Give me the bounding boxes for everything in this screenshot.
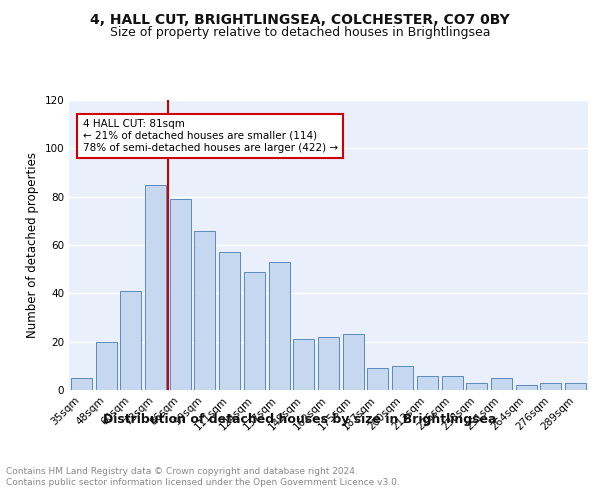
Bar — [170, 199, 191, 390]
Text: 4 HALL CUT: 81sqm
← 21% of detached houses are smaller (114)
78% of semi-detache: 4 HALL CUT: 81sqm ← 21% of detached hous… — [83, 120, 338, 152]
Bar — [95, 342, 116, 390]
Bar — [417, 376, 438, 390]
Bar — [120, 291, 141, 390]
Bar — [343, 334, 364, 390]
Bar — [71, 378, 92, 390]
Text: 4, HALL CUT, BRIGHTLINGSEA, COLCHESTER, CO7 0BY: 4, HALL CUT, BRIGHTLINGSEA, COLCHESTER, … — [90, 12, 510, 26]
Text: Contains HM Land Registry data © Crown copyright and database right 2024.
Contai: Contains HM Land Registry data © Crown c… — [6, 468, 400, 487]
Bar — [442, 376, 463, 390]
Bar — [219, 252, 240, 390]
Bar — [244, 272, 265, 390]
Bar — [565, 383, 586, 390]
Text: Size of property relative to detached houses in Brightlingsea: Size of property relative to detached ho… — [110, 26, 490, 39]
Bar — [392, 366, 413, 390]
Bar — [491, 378, 512, 390]
Bar — [194, 230, 215, 390]
Bar — [318, 337, 339, 390]
Bar — [516, 385, 537, 390]
Bar — [541, 383, 562, 390]
Bar — [145, 184, 166, 390]
Bar — [269, 262, 290, 390]
Text: Distribution of detached houses by size in Brightlingsea: Distribution of detached houses by size … — [103, 412, 497, 426]
Bar — [466, 383, 487, 390]
Y-axis label: Number of detached properties: Number of detached properties — [26, 152, 39, 338]
Bar — [293, 339, 314, 390]
Bar — [367, 368, 388, 390]
